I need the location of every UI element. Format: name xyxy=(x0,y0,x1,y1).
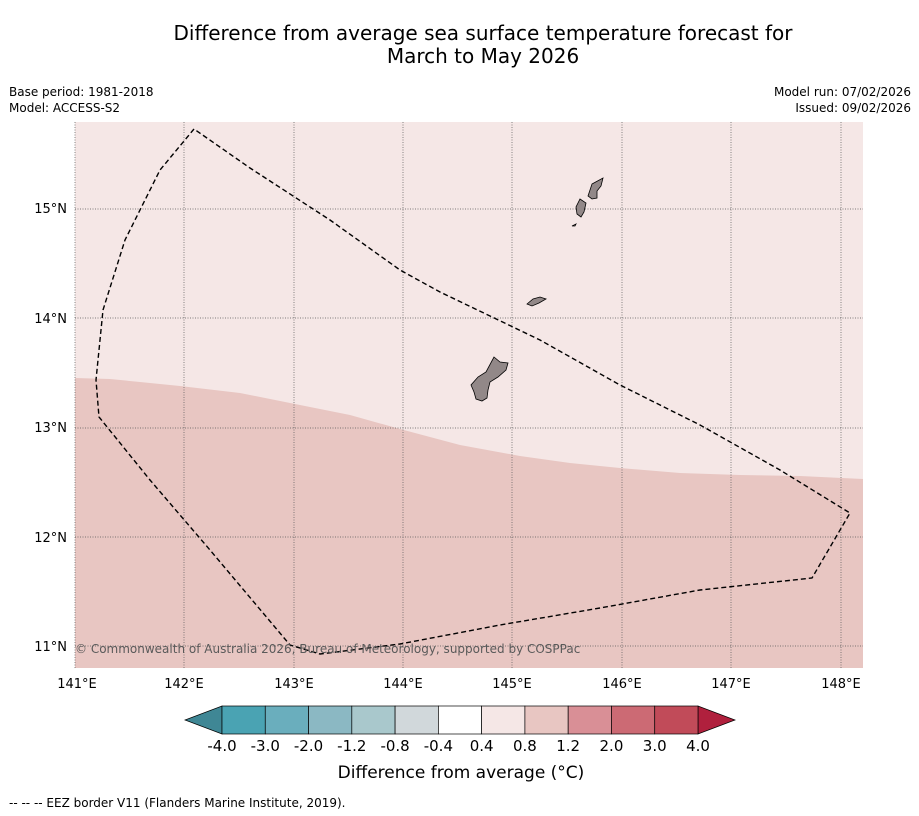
colorbar-cell xyxy=(221,705,266,735)
colorbar-cell xyxy=(351,705,396,735)
lat-label: 12°N xyxy=(34,531,67,546)
lon-label: 145°E xyxy=(492,677,532,692)
colorbar-cell xyxy=(611,705,656,735)
colorbar-cell xyxy=(394,705,439,735)
colorbar-tick-label: -4.0 xyxy=(207,737,236,755)
lat-label: 11°N xyxy=(34,640,67,655)
title-line-1: Difference from average sea surface temp… xyxy=(173,21,793,45)
lat-label: 15°N xyxy=(34,202,67,217)
island-tinian xyxy=(575,198,587,218)
island-guam xyxy=(470,356,509,402)
colorbar-cell xyxy=(264,705,309,735)
colorbar-tick-label: 4.0 xyxy=(686,737,710,755)
colorbar-tick-label: 0.4 xyxy=(470,737,494,755)
model-name: Model: ACCESS-S2 xyxy=(9,101,121,115)
model-run: Model run: 07/02/2026 xyxy=(773,85,911,99)
colorbar-under-arrow xyxy=(184,705,223,735)
lon-label: 147°E xyxy=(711,677,751,692)
graticule xyxy=(74,122,863,668)
colorbar-tick-label: -2.0 xyxy=(294,737,323,755)
colorbar-cell xyxy=(481,705,526,735)
eez-footnote: -- -- -- EEZ border V11 (Flanders Marine… xyxy=(9,796,346,810)
lon-label: 142°E xyxy=(164,677,204,692)
colorbar-cell xyxy=(654,705,699,735)
lon-labels: 141°E 142°E 143°E 144°E 145°E 146°E 147°… xyxy=(57,677,861,692)
lon-label: 144°E xyxy=(383,677,423,692)
colorbar-over-arrow xyxy=(697,705,736,735)
land xyxy=(470,177,604,402)
title-line-2: March to May 2026 xyxy=(386,44,580,68)
info-left: Base period: 1981-2018 Model: ACCESS-S2 xyxy=(9,84,154,116)
island-rota xyxy=(526,296,547,307)
island-aguijan xyxy=(571,223,577,227)
lon-label: 146°E xyxy=(602,677,642,692)
colorbar-tick-label: -0.8 xyxy=(380,737,409,755)
lon-label: 148°E xyxy=(821,677,861,692)
info-right: Model run: 07/02/2026 Issued: 09/02/2026 xyxy=(774,84,911,116)
colorbar-tick-label: -3.0 xyxy=(251,737,280,755)
island-saipan xyxy=(587,177,604,200)
lat-labels: 15°N 14°N 13°N 12°N 11°N xyxy=(34,202,67,655)
colorbar-label: Difference from average (°C) xyxy=(337,763,585,783)
colorbar-tick-label: 3.0 xyxy=(643,737,667,755)
colorbar-cell xyxy=(524,705,569,735)
eez-border xyxy=(95,128,851,655)
lat-label: 13°N xyxy=(34,421,67,436)
issued-date: Issued: 09/02/2026 xyxy=(795,101,911,115)
chart-title: Difference from average sea surface temp… xyxy=(0,22,919,68)
colorbar-tick-label: -1.2 xyxy=(337,737,366,755)
colorbar-tick-label: -0.4 xyxy=(424,737,453,755)
colorbar-tick-label: 0.8 xyxy=(513,737,537,755)
lon-label: 141°E xyxy=(57,677,97,692)
colorbar-cell xyxy=(308,705,353,735)
colorbar-tick-label: 2.0 xyxy=(600,737,624,755)
lon-label: 143°E xyxy=(274,677,314,692)
lat-label: 14°N xyxy=(34,312,67,327)
colorbar-tick-label: 1.2 xyxy=(556,737,580,755)
base-period: Base period: 1981-2018 xyxy=(9,85,154,99)
copyright-notice: © Commonwealth of Australia 2026, Bureau… xyxy=(75,642,580,656)
colorbar-cell xyxy=(438,705,482,735)
colorbar-cell xyxy=(567,705,612,735)
colorbar: -4.0 -3.0 -2.0 -1.2 -0.8 -0.4 0.4 0.8 1.2 2.0 3.0 4… xyxy=(184,705,736,755)
